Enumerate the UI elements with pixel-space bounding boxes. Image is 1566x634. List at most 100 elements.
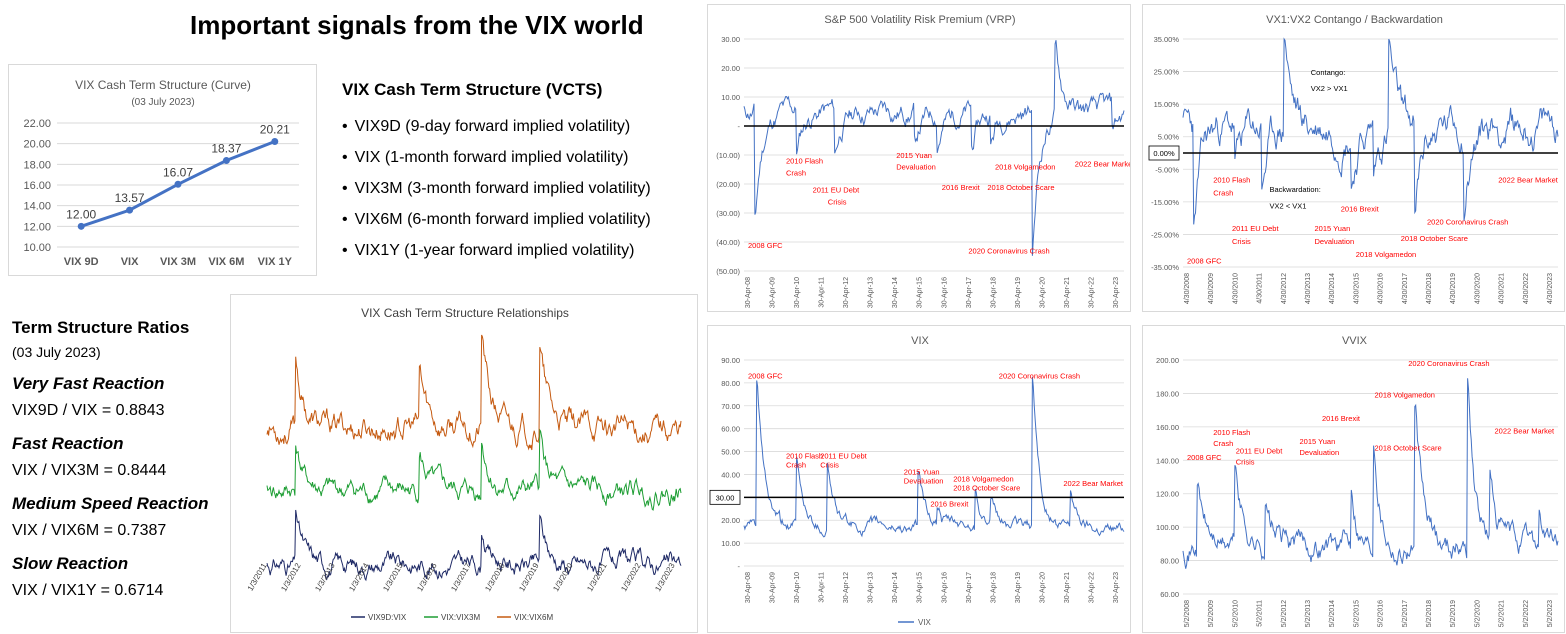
- x-tick-label: 30-Apr-10: [794, 572, 801, 603]
- ratio-value-fast: VIX / VIX3M = 0.8444: [12, 462, 167, 479]
- ratio-label-medium: Medium Speed Reaction: [12, 494, 209, 513]
- x-tick-label: 30-Apr-21: [1064, 572, 1071, 603]
- y-tick-label: 10.00: [23, 242, 51, 254]
- annotation: 2011 EU Debt: [813, 186, 860, 195]
- relationships-chart-panel: VIX Cash Term Structure Relationships 1/3…: [230, 294, 698, 633]
- annotation: Contango:: [1311, 68, 1346, 77]
- x-tick-label: 1/3/2022: [619, 561, 643, 593]
- annotation: Crisis: [1236, 458, 1255, 467]
- vcts-item-vix: VIX (1-month forward implied volatility): [342, 149, 651, 180]
- x-tick-label: 30-Apr-09: [770, 277, 777, 308]
- annotation: 2016 Brexit: [930, 499, 969, 508]
- contango-chart-panel: VX1:VX2 Contango / Backwardation -35.00% -…: [1142, 4, 1565, 312]
- y-tick-label: -5.00%: [1155, 165, 1179, 174]
- annotation: 2018 October Scare: [987, 183, 1054, 192]
- data-label: 18.37: [211, 142, 241, 156]
- reference-line-label-box: [1148, 145, 1180, 161]
- annotation: 2010 Flash: [1213, 428, 1250, 437]
- annotation: 2018 October Scare: [953, 483, 1020, 492]
- x-tick-label: 30-Apr-09: [770, 572, 777, 603]
- annotation: 2011 EU Debt: [1232, 224, 1279, 233]
- vcts-list: VIX9D (9-day forward implied volatility)…: [342, 118, 651, 273]
- y-tick-label: 22.00: [23, 118, 51, 130]
- y-tick-label: 60.00: [721, 425, 740, 434]
- curve-chart-panel: VIX Cash Term Structure (Curve) (03 July …: [8, 64, 317, 276]
- x-tick-label: 5/2/2021: [1499, 600, 1506, 627]
- data-point: [222, 157, 230, 165]
- y-tick-label: 80.00: [721, 379, 740, 388]
- y-tick-label: 14.00: [23, 201, 51, 213]
- vcts-item-vix3m: VIX3M (3-month forward implied volatilit…: [342, 180, 651, 211]
- chart-title: VIX: [911, 335, 929, 347]
- x-tick-label: 5/2/2011: [1257, 600, 1264, 627]
- ratio-label-fast: Fast Reaction: [12, 434, 124, 453]
- x-tick-label: 30-Apr-11: [819, 277, 826, 308]
- annotation: 2022 Bear Market: [1075, 160, 1131, 169]
- annotation: Crash: [1213, 439, 1233, 448]
- annotation: 2011 EU Debt: [1236, 447, 1283, 456]
- legend-label: VIX:VIX6M: [514, 613, 553, 622]
- annotation: 2015 Yuan: [904, 467, 940, 476]
- vvix-chart: VVIX 60.00 80.00 100.00 120.00 140.00 160.00 18…: [1156, 335, 1559, 627]
- y-tick-label: 5.00%: [1158, 133, 1180, 142]
- chart-subtitle: (03 July 2023): [131, 97, 194, 108]
- y-tick-label: 160.00: [1156, 423, 1179, 432]
- x-tick-label: 30-Apr-18: [990, 572, 997, 603]
- x-tick-label: 5/2/2019: [1450, 600, 1457, 627]
- y-tick-label: 12.00: [23, 221, 51, 233]
- reference-line-label: 30.00: [716, 493, 735, 502]
- y-tick-label: 35.00%: [1154, 35, 1180, 44]
- x-tick-label: 30-Apr-08: [745, 572, 752, 603]
- ratio-label-very-fast: Very Fast Reaction: [12, 374, 165, 393]
- x-tick-label: 30-Apr-17: [966, 277, 973, 308]
- x-tick-label: 30-Apr-22: [1088, 572, 1095, 603]
- x-tick-label: 30-Apr-17: [966, 572, 973, 603]
- chart-title: VVIX: [1342, 335, 1368, 347]
- y-tick-label: 16.00: [23, 180, 51, 192]
- y-tick-label: 10.00: [721, 539, 740, 548]
- x-tick-label: VIX 6M: [208, 256, 244, 268]
- annotation: Crash: [786, 461, 806, 470]
- x-tick-label: 30-Apr-16: [941, 277, 948, 308]
- x-tick-label: 30-Apr-19: [1015, 572, 1022, 603]
- x-tick-label: 4/30/2022: [1523, 273, 1530, 304]
- x-tick-label: 1/3/2011: [246, 561, 269, 592]
- data-label: 16.07: [163, 165, 193, 179]
- annotation: Devaluation: [904, 477, 944, 486]
- y-tick-label: 15.00%: [1154, 100, 1180, 109]
- ratio-label-slow: Slow Reaction: [12, 554, 129, 573]
- x-tick-label: 30-Apr-23: [1113, 572, 1120, 603]
- annotation: 2022 Bear Market: [1063, 479, 1124, 488]
- x-tick-label: 4/30/2017: [1402, 273, 1409, 304]
- x-tick-label: 4/30/2023: [1547, 273, 1554, 304]
- x-tick-label: 30-Apr-12: [843, 572, 850, 603]
- data-label: 20.21: [260, 122, 290, 136]
- x-tick-label: 30-Apr-20: [1039, 572, 1046, 603]
- ratio-value-medium: VIX / VIX6M = 0.7387: [12, 522, 167, 539]
- x-tick-label: 30-Apr-12: [843, 277, 850, 308]
- annotation: VX2 > VX1: [1311, 84, 1348, 93]
- x-tick-label: 5/2/2018: [1426, 600, 1433, 627]
- x-tick-label: 5/2/2023: [1547, 600, 1554, 627]
- y-tick-label: 200.00: [1156, 356, 1179, 365]
- x-tick-label: 30-Apr-13: [868, 572, 875, 603]
- series-line: [743, 40, 1125, 256]
- x-tick-label: VIX 9D: [64, 256, 99, 268]
- y-tick-label: (20.00): [716, 180, 740, 189]
- series-line: [1182, 37, 1559, 225]
- annotation: 2008 GFC: [1187, 453, 1222, 462]
- y-tick-label: 20.00: [23, 139, 51, 151]
- x-tick-label: 30-Apr-23: [1113, 277, 1120, 308]
- x-tick-label: 4/30/2012: [1281, 273, 1288, 304]
- x-tick-label: 5/2/2020: [1474, 600, 1481, 627]
- annotation: Backwardation:: [1270, 185, 1321, 194]
- x-tick-label: 5/2/2009: [1208, 600, 1215, 627]
- x-tick-label: 4/30/2015: [1353, 273, 1360, 304]
- x-tick-label: 5/2/2022: [1523, 600, 1530, 627]
- x-tick-label: 1/3/2013: [313, 561, 337, 593]
- x-tick-label: 30-Apr-19: [1015, 277, 1022, 308]
- x-tick-label: 5/2/2010: [1232, 600, 1239, 627]
- data-point: [174, 180, 182, 188]
- x-tick-label: 5/2/2013: [1305, 600, 1312, 627]
- x-tick-label: 30-Apr-15: [917, 277, 924, 308]
